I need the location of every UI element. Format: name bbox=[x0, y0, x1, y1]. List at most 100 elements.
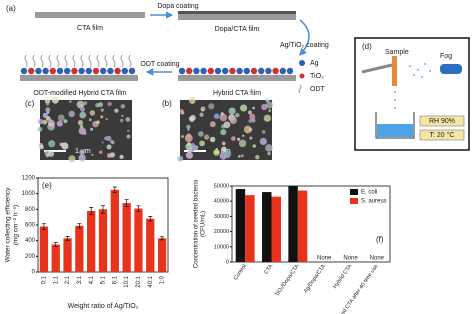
sem-texture bbox=[78, 154, 86, 162]
particle bbox=[28, 67, 35, 75]
sem-texture bbox=[247, 110, 252, 115]
sem-texture bbox=[223, 121, 231, 129]
sem-texture bbox=[263, 114, 271, 122]
x-tick-label: 1:1 bbox=[53, 275, 59, 284]
sem-texture bbox=[95, 102, 100, 108]
condition-box bbox=[419, 115, 465, 127]
particle bbox=[279, 67, 286, 75]
bar bbox=[63, 238, 72, 272]
y-tick-label: 200 bbox=[25, 254, 36, 260]
panel-label: (e) bbox=[42, 181, 52, 190]
scale-bar bbox=[184, 150, 206, 152]
particle bbox=[100, 67, 107, 75]
odt-chain bbox=[24, 54, 28, 68]
bar bbox=[157, 238, 167, 272]
bar bbox=[75, 225, 84, 272]
sem-texture bbox=[184, 134, 193, 143]
legend-label: S. aureus bbox=[361, 199, 387, 205]
sem-texture bbox=[91, 153, 94, 156]
sem-texture bbox=[249, 136, 253, 140]
sem-texture bbox=[100, 115, 104, 119]
particle bbox=[128, 67, 136, 75]
odt-chain bbox=[96, 54, 100, 68]
x-tick-label: 1:0 bbox=[160, 275, 166, 284]
odt-chain bbox=[56, 54, 60, 68]
sem-texture bbox=[120, 104, 126, 109]
particle bbox=[107, 67, 114, 75]
film bbox=[20, 75, 138, 81]
odt-chain bbox=[104, 54, 108, 68]
sem-texture bbox=[80, 106, 86, 112]
sem-texture bbox=[189, 97, 196, 105]
y-tick-label: 800 bbox=[25, 207, 36, 213]
x-tick-label: Ag/Dopa/CTA bbox=[303, 263, 327, 294]
particle bbox=[250, 67, 258, 75]
sem-texture bbox=[121, 114, 124, 117]
x-tick-label: 5:1 bbox=[101, 275, 107, 284]
sem-texture bbox=[107, 153, 112, 158]
sem-texture bbox=[59, 142, 64, 147]
sem-texture bbox=[56, 120, 63, 127]
legend-icon bbox=[299, 60, 305, 66]
y-axis-label: (mg cm⁻² h⁻¹) bbox=[13, 205, 20, 245]
odt-film bbox=[20, 54, 138, 81]
sem-texture bbox=[69, 100, 72, 103]
sem-texture bbox=[89, 110, 96, 116]
sem-texture bbox=[119, 118, 124, 123]
error-bar bbox=[160, 236, 165, 241]
sem-texture bbox=[119, 154, 124, 160]
x-tick-label: 20:1 bbox=[136, 275, 142, 287]
legend-label: Ag bbox=[310, 60, 319, 67]
sem-texture bbox=[220, 112, 224, 116]
sem-texture bbox=[229, 116, 237, 124]
sem-texture bbox=[220, 129, 227, 136]
label: Hybrid CTA film bbox=[213, 90, 261, 97]
sem-texture bbox=[125, 117, 131, 122]
error-bar bbox=[65, 236, 70, 241]
annotation: None bbox=[343, 256, 358, 262]
sem-texture bbox=[265, 144, 273, 152]
x-tick-label: 10:1 bbox=[124, 275, 130, 287]
particle bbox=[222, 67, 229, 75]
sem-texture bbox=[221, 141, 226, 146]
sem-texture bbox=[114, 108, 119, 113]
annotation: None bbox=[370, 256, 385, 262]
x-tick-label: 0:1 bbox=[41, 275, 47, 284]
particle bbox=[35, 67, 42, 75]
odt-chain bbox=[128, 54, 132, 68]
particle bbox=[121, 67, 128, 75]
particle bbox=[56, 67, 64, 75]
sem-texture bbox=[200, 106, 206, 112]
hybrid-film bbox=[178, 67, 296, 81]
sem-texture bbox=[83, 101, 88, 105]
y-tick-label: 1200 bbox=[22, 176, 36, 182]
legend-icon bbox=[298, 84, 302, 94]
particle bbox=[200, 67, 207, 75]
sem-texture bbox=[177, 155, 184, 162]
film bbox=[178, 14, 296, 20]
sem-texture bbox=[240, 154, 244, 158]
particle bbox=[186, 67, 193, 75]
y-tick-label: 40000 bbox=[214, 199, 229, 205]
error-bar bbox=[53, 242, 58, 247]
x-tick-label: 40:1 bbox=[148, 275, 154, 287]
sem-texture bbox=[249, 113, 256, 120]
sem-texture bbox=[204, 134, 210, 140]
sem-texture bbox=[209, 121, 216, 128]
sem-texture bbox=[237, 137, 241, 141]
sem-texture bbox=[261, 103, 268, 111]
sem-texture bbox=[186, 124, 191, 129]
sem-texture bbox=[237, 155, 241, 158]
y-tick-label: 400 bbox=[25, 238, 36, 244]
y-tick-label: 600 bbox=[25, 223, 36, 229]
sem-texture bbox=[199, 112, 204, 117]
bar bbox=[146, 218, 155, 272]
x-tick-label: 3:1 bbox=[77, 275, 83, 284]
legend-label: E. coli bbox=[361, 190, 377, 196]
sem-texture bbox=[238, 139, 247, 148]
legend-swatch bbox=[350, 189, 358, 195]
panel-d: (d) Sample Fog RH 90% T: 20 °C bbox=[354, 37, 470, 151]
sem-texture bbox=[88, 118, 92, 122]
sem-texture bbox=[219, 152, 226, 159]
sem-texture bbox=[47, 119, 55, 127]
